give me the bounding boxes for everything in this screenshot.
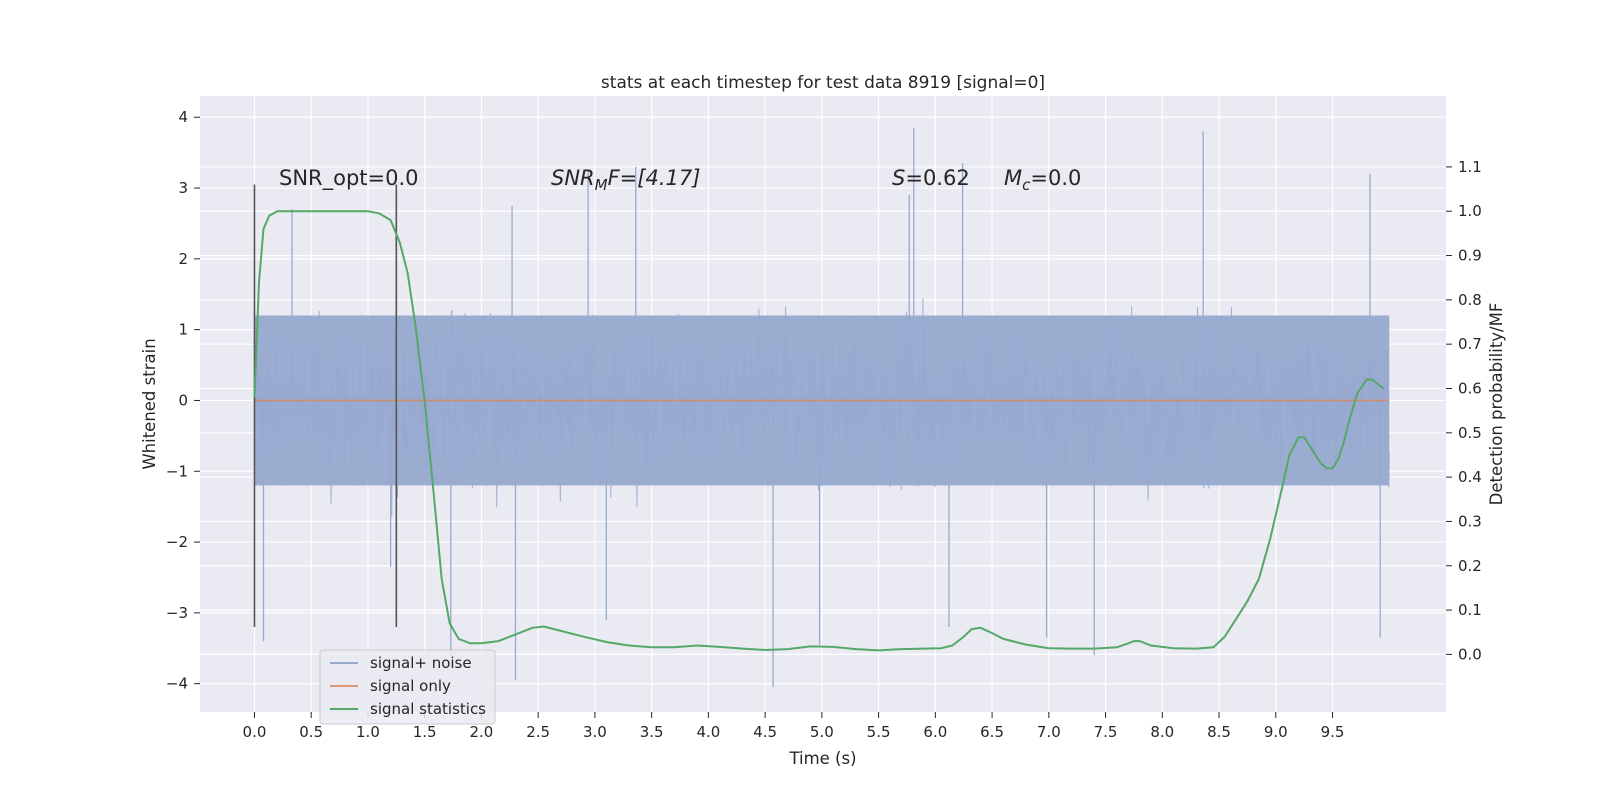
y2-tick-label: 1.1 [1458,158,1482,176]
y2-tick-label: 0.2 [1458,557,1482,575]
x-tick-label: 5.5 [867,723,891,741]
x-tick-label: 1.5 [413,723,437,741]
x-tick-labels: 0.0 0.5 1.0 1.5 2.0 2.5 3.0 3.5 4.0 4.5 5.0 5.5 6.0 6… [243,712,1345,741]
x-tick-label: 4.0 [696,723,720,741]
y2-tick-label: 0.5 [1458,424,1482,442]
legend-label-signal-statistics: signal statistics [370,700,486,718]
x-tick-label: 3.5 [640,723,664,741]
x-tick-label: 1.0 [356,723,380,741]
x-tick-label: 3.0 [583,723,607,741]
y-tick-labels: −4 −3 −2 −1 0 1 2 3 4 [166,108,200,693]
y2-tick-label: 0.8 [1458,291,1482,309]
y-tick-label: 1 [178,321,188,339]
x-tick-label: 9.0 [1264,723,1288,741]
x-tick-label: 5.0 [810,723,834,741]
y-tick-label: 4 [178,108,188,126]
legend-label-signal-only: signal only [370,677,451,695]
x-tick-label: 2.0 [469,723,493,741]
x-tick-label: 2.5 [526,723,550,741]
x-tick-label: 8.5 [1207,723,1231,741]
legend-box [319,649,496,725]
y2-tick-label: 0.9 [1458,247,1482,265]
y2-tick-label: 0.1 [1458,601,1482,619]
x-tick-label: 6.5 [980,723,1004,741]
x-tick-label: 9.5 [1321,723,1345,741]
y-tick-label: −2 [166,533,188,551]
chart-title: stats at each timestep for test data 891… [601,73,1045,93]
y-tick-label: 2 [178,250,188,268]
y-tick-label: 3 [178,179,188,197]
y-tick-label: −1 [166,462,188,480]
y2-tick-label: 0.6 [1458,379,1482,397]
y-tick-label: −3 [166,604,188,622]
y2-tick-label: 0.7 [1458,335,1482,353]
x-tick-label: 8.0 [1150,723,1174,741]
x-tick-label: 7.5 [1094,723,1118,741]
marker-lines [253,184,398,628]
annotation-snr-mf: SNRMF=[4.17] [551,166,700,194]
x-tick-label: 7.0 [1037,723,1061,741]
y2-tick-label: 0.0 [1458,645,1482,663]
x-tick-label: 0.0 [243,723,267,741]
legend-label-signal-noise: signal+ noise [370,654,472,672]
y-tick-label: −4 [166,675,188,693]
x-tick-label: 0.5 [299,723,323,741]
y-axis-label: Whitened strain [140,338,159,469]
y2-tick-labels: 0.0 0.1 0.2 0.3 0.4 0.5 0.6 0.7 0.8 0.9 1.0 1.1 [1446,158,1482,663]
y-tick-label: 0 [178,391,188,409]
y2-tick-label: 0.4 [1458,468,1482,486]
x-tick-label: 6.0 [923,723,947,741]
y2-tick-label: 0.3 [1458,512,1482,530]
y2-axis-label: Detection probability/MF [1487,303,1506,506]
x-axis-label: Time (s) [788,749,856,768]
legend: signal+ noise signal only signal statist… [319,649,496,725]
series-signal-statistics [253,210,1385,652]
annotation-snr-opt: SNR_opt=0.0 [279,166,419,191]
y2-tick-label: 1.0 [1458,202,1482,220]
annotation-mc: Mc=0.0 [1004,166,1081,194]
annotation-s: S=0.62 [892,166,970,190]
x-tick-label: 4.5 [753,723,777,741]
